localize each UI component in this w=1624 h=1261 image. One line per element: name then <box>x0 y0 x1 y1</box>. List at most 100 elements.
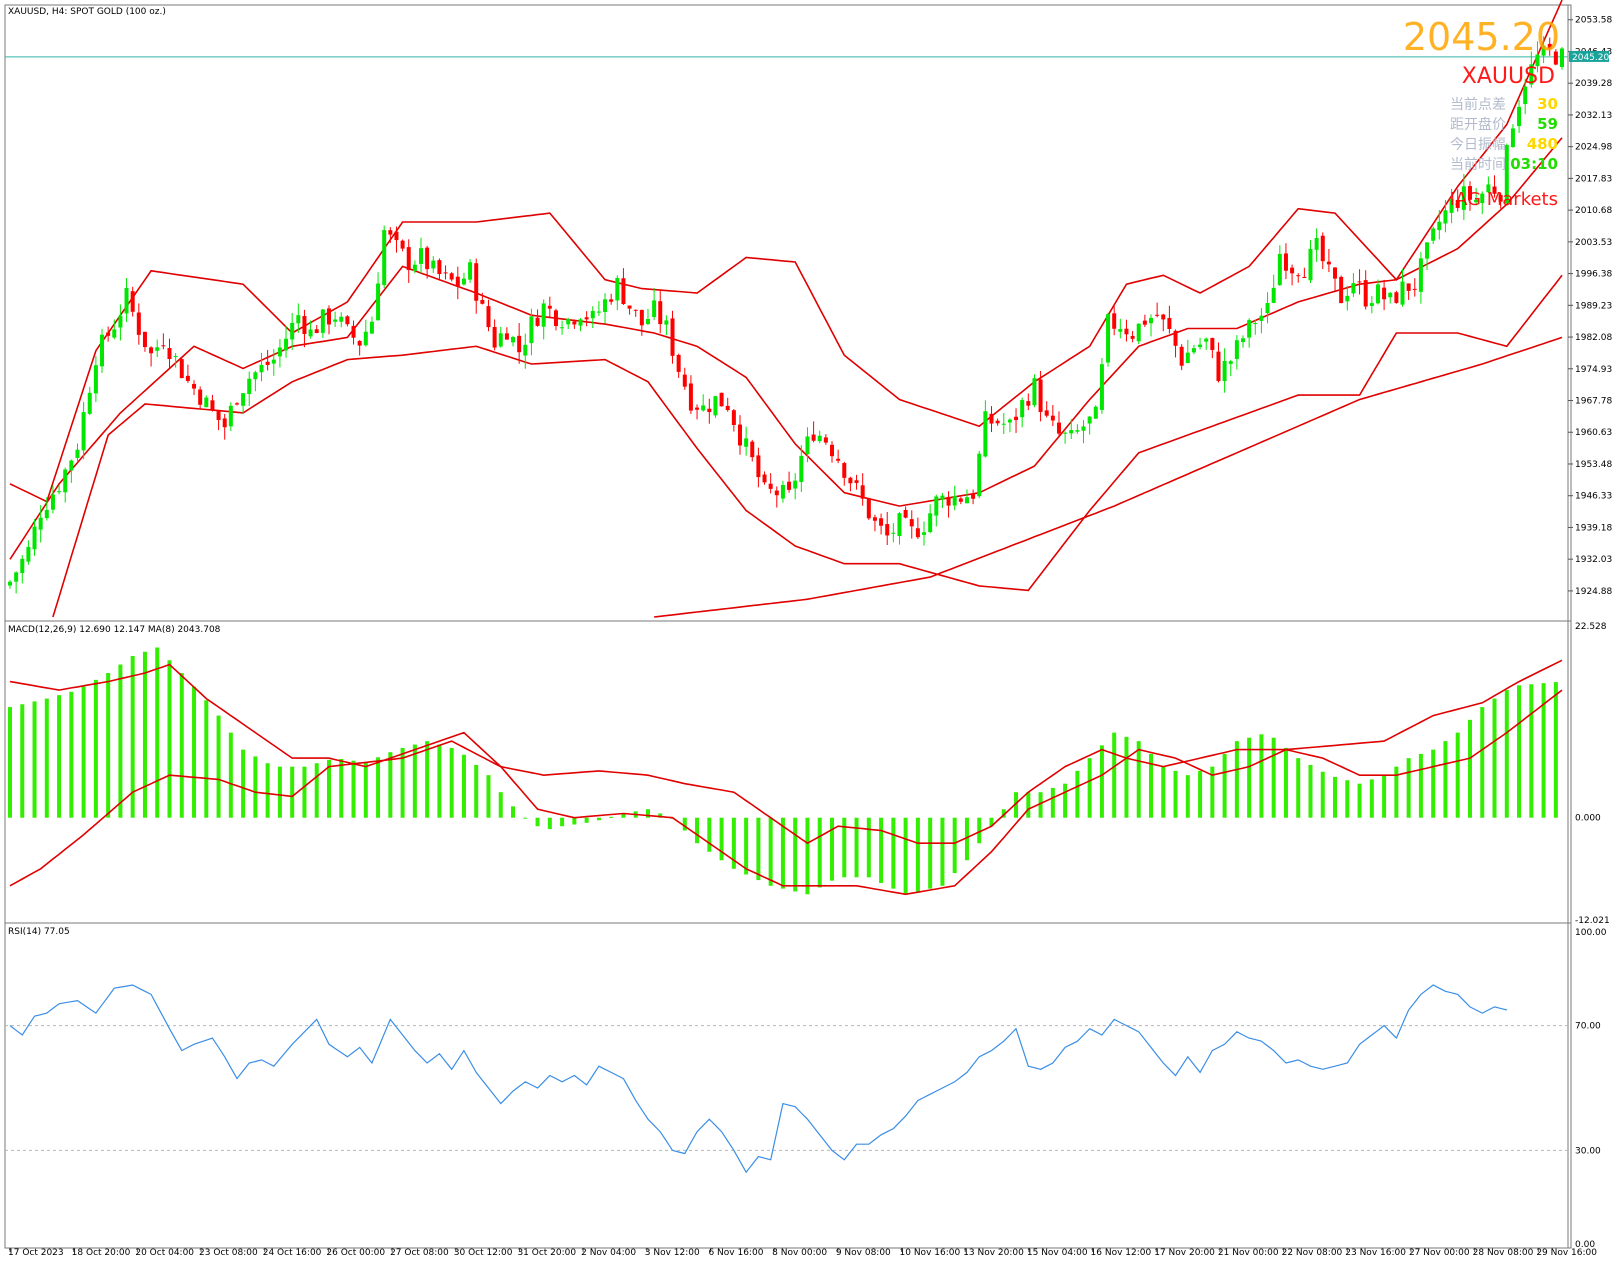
bullish-candle[interactable] <box>511 336 516 343</box>
bearish-candle[interactable] <box>106 332 111 336</box>
bullish-candle[interactable] <box>1148 317 1153 324</box>
bullish-candle[interactable] <box>284 338 289 351</box>
bullish-candle[interactable] <box>1443 210 1448 224</box>
bullish-candle[interactable] <box>412 264 417 272</box>
bullish-candle[interactable] <box>529 316 534 344</box>
bullish-candle[interactable] <box>204 397 209 408</box>
bearish-candle[interactable] <box>265 361 270 365</box>
bearish-candle[interactable] <box>161 345 166 347</box>
bullish-candle[interactable] <box>271 359 276 364</box>
bullish-candle[interactable] <box>541 303 546 327</box>
bullish-candle[interactable] <box>922 532 927 535</box>
bearish-candle[interactable] <box>302 316 307 335</box>
bullish-candle[interactable] <box>1007 419 1012 423</box>
bearish-candle[interactable] <box>149 347 154 354</box>
bullish-candle[interactable] <box>1198 344 1203 348</box>
bullish-candle[interactable] <box>645 319 650 325</box>
bearish-candle[interactable] <box>811 434 816 441</box>
bullish-candle[interactable] <box>964 497 969 504</box>
bullish-candle[interactable] <box>100 334 105 367</box>
bearish-candle[interactable] <box>909 519 914 527</box>
bearish-candle[interactable] <box>719 392 724 407</box>
bearish-candle[interactable] <box>737 424 742 446</box>
bearish-candle[interactable] <box>1130 335 1135 339</box>
bearish-candle[interactable] <box>1547 43 1552 49</box>
bearish-candle[interactable] <box>1014 416 1019 421</box>
bullish-candle[interactable] <box>523 344 528 356</box>
bullish-candle[interactable] <box>1001 423 1006 425</box>
bearish-candle[interactable] <box>535 317 540 326</box>
bullish-candle[interactable] <box>1265 303 1270 314</box>
bullish-candle[interactable] <box>701 405 706 411</box>
bullish-candle[interactable] <box>1308 248 1313 281</box>
bearish-candle[interactable] <box>946 496 951 506</box>
bearish-candle[interactable] <box>1412 288 1417 290</box>
bearish-candle[interactable] <box>1155 314 1160 316</box>
bullish-candle[interactable] <box>382 230 387 286</box>
bearish-candle[interactable] <box>443 272 448 274</box>
bullish-candle[interactable] <box>253 372 258 380</box>
bearish-candle[interactable] <box>1382 287 1387 300</box>
bearish-candle[interactable] <box>1333 267 1338 279</box>
bullish-candle[interactable] <box>44 510 49 519</box>
bullish-candle[interactable] <box>32 526 37 550</box>
bullish-candle[interactable] <box>664 320 669 325</box>
price-axis[interactable]: 2053.582046.432039.282032.132024.982017.… <box>1568 16 1612 1250</box>
bullish-candle[interactable] <box>1560 48 1564 68</box>
bullish-candle[interactable] <box>93 365 98 394</box>
bearish-candle[interactable] <box>547 305 552 309</box>
bearish-candle[interactable] <box>425 247 430 270</box>
bullish-candle[interactable] <box>1449 199 1454 213</box>
price-pane[interactable] <box>5 0 1568 618</box>
bearish-candle[interactable] <box>394 231 399 241</box>
bearish-candle[interactable] <box>234 403 239 405</box>
bullish-candle[interactable] <box>320 309 325 333</box>
bullish-candle[interactable] <box>1106 314 1111 363</box>
bullish-candle[interactable] <box>560 327 565 329</box>
bearish-candle[interactable] <box>553 310 558 327</box>
bearish-candle[interactable] <box>915 528 920 538</box>
bearish-candle[interactable] <box>1363 280 1368 307</box>
bearish-candle[interactable] <box>1320 235 1325 262</box>
bullish-candle[interactable] <box>339 316 344 322</box>
bullish-candle[interactable] <box>8 581 12 586</box>
bearish-candle[interactable] <box>1179 346 1184 366</box>
bearish-candle[interactable] <box>1339 276 1344 304</box>
bullish-candle[interactable] <box>1118 328 1123 332</box>
bearish-candle[interactable] <box>860 485 865 499</box>
bearish-candle[interactable] <box>854 480 859 483</box>
bearish-candle[interactable] <box>210 400 215 411</box>
bullish-candle[interactable] <box>1087 416 1092 424</box>
bearish-candle[interactable] <box>388 230 393 235</box>
bearish-candle[interactable] <box>486 306 491 328</box>
bullish-candle[interactable] <box>1480 193 1485 204</box>
bullish-candle[interactable] <box>1474 199 1479 203</box>
bullish-candle[interactable] <box>1020 400 1025 418</box>
bullish-candle[interactable] <box>1204 338 1209 342</box>
bullish-candle[interactable] <box>1247 320 1252 338</box>
bullish-candle[interactable] <box>1388 292 1393 298</box>
bullish-candle[interactable] <box>419 248 424 264</box>
bullish-candle[interactable] <box>1529 64 1534 85</box>
bearish-candle[interactable] <box>989 413 994 424</box>
bearish-candle[interactable] <box>167 348 172 360</box>
bearish-candle[interactable] <box>1210 337 1215 351</box>
bullish-candle[interactable] <box>363 331 368 346</box>
bearish-candle[interactable] <box>1050 415 1055 421</box>
bearish-candle[interactable] <box>314 329 319 333</box>
bullish-candle[interactable] <box>805 436 810 455</box>
bullish-candle[interactable] <box>241 393 246 406</box>
bullish-candle[interactable] <box>1369 303 1374 307</box>
bearish-candle[interactable] <box>682 374 687 387</box>
bullish-candle[interactable] <box>155 347 160 351</box>
bearish-candle[interactable] <box>787 481 792 490</box>
bullish-candle[interactable] <box>308 329 313 337</box>
bullish-candle[interactable] <box>952 495 957 506</box>
bullish-candle[interactable] <box>566 319 571 325</box>
bullish-candle[interactable] <box>81 412 86 451</box>
bullish-candle[interactable] <box>615 277 620 301</box>
bullish-candle[interactable] <box>1185 352 1190 364</box>
bearish-candle[interactable] <box>1173 330 1178 346</box>
bearish-candle[interactable] <box>768 483 773 489</box>
bearish-candle[interactable] <box>185 375 190 381</box>
